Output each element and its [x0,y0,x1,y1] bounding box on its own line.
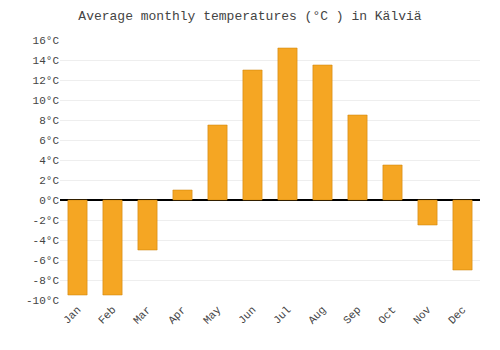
svg-text:-8°C: -8°C [33,275,60,287]
svg-text:12°C: 12°C [33,75,60,87]
svg-text:Nov: Nov [411,304,434,327]
svg-text:-2°C: -2°C [33,215,60,227]
svg-text:Oct: Oct [376,304,398,326]
svg-text:6°C: 6°C [39,135,59,147]
svg-text:8°C: 8°C [39,115,59,127]
svg-text:Aug: Aug [306,304,328,326]
svg-text:-6°C: -6°C [33,255,60,267]
svg-text:Jul: Jul [271,304,293,326]
svg-text:2°C: 2°C [39,175,59,187]
svg-text:May: May [201,304,224,327]
svg-text:4°C: 4°C [39,155,59,167]
svg-text:10°C: 10°C [33,95,60,107]
svg-text:Apr: Apr [166,304,188,326]
svg-text:Sep: Sep [341,304,363,326]
svg-text:14°C: 14°C [33,55,60,67]
svg-text:Feb: Feb [96,304,118,326]
svg-text:-10°C: -10°C [26,295,59,307]
svg-text:-4°C: -4°C [33,235,60,247]
svg-text:0°C: 0°C [39,195,59,207]
svg-text:Dec: Dec [446,304,468,326]
svg-text:16°C: 16°C [33,35,60,47]
svg-text:Mar: Mar [131,304,153,326]
svg-text:Average monthly temperatures (: Average monthly temperatures (°C ) in Kä… [78,9,421,24]
svg-text:Jan: Jan [61,304,83,326]
svg-text:Jun: Jun [236,304,258,326]
